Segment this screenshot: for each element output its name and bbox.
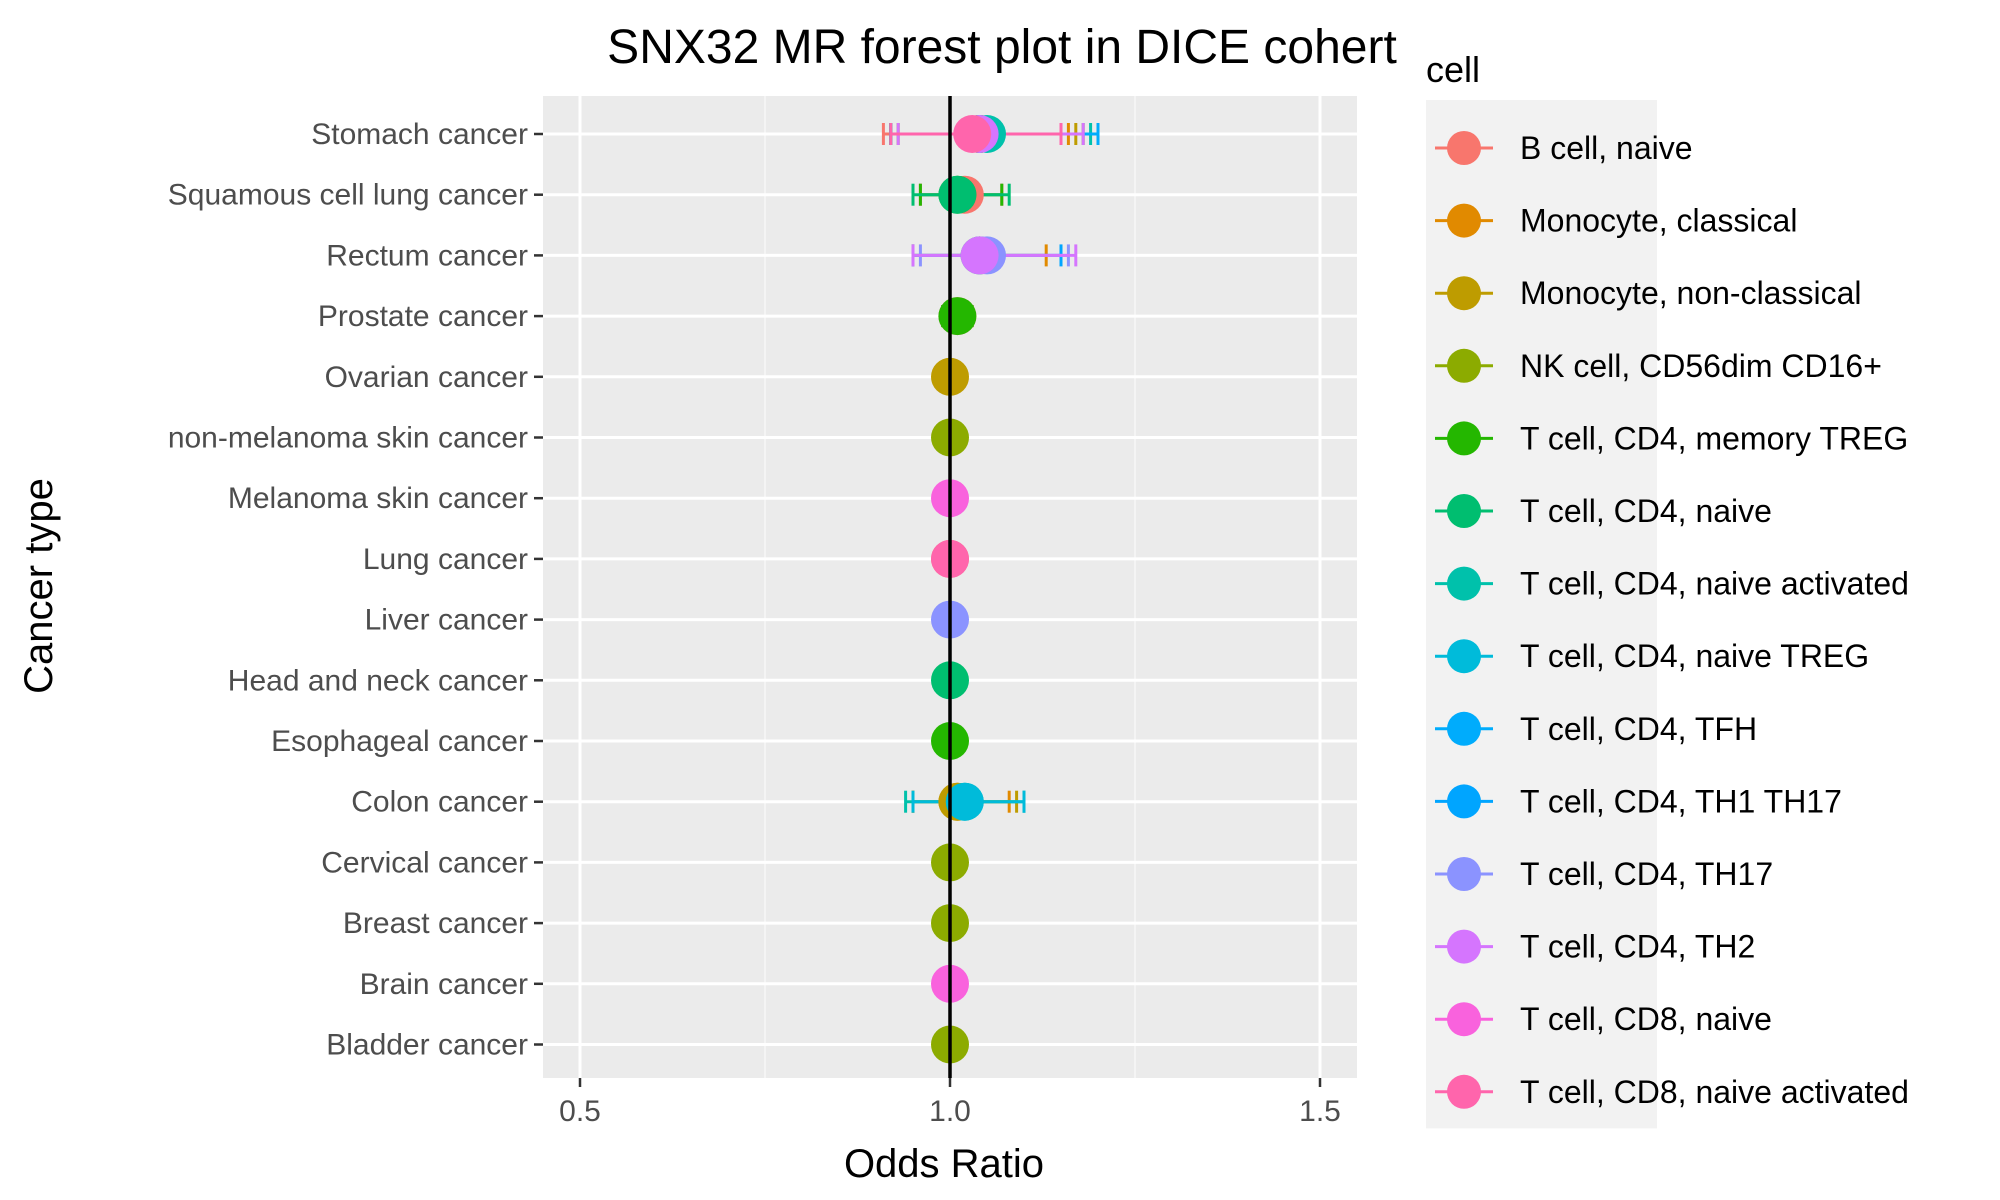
y-tick-label: Stomach cancer (311, 118, 528, 151)
y-tick-label: Bladder cancer (326, 1029, 528, 1062)
y-axis-ticks: Stomach cancer Squamous cell lung cancer R… (168, 118, 543, 1062)
legend-key-point (1447, 929, 1481, 964)
legend-label: T cell, CD8, naive (1520, 1001, 1772, 1037)
legend-label: T cell, CD8, naive activated (1520, 1074, 1909, 1110)
y-tick-label: Cervical cancer (321, 846, 528, 879)
data-point (953, 115, 992, 153)
data-point (960, 236, 999, 275)
chart-title: SNX32 MR forest plot in DICE cohert (607, 21, 1397, 74)
x-tick-label: 0.5 (559, 1095, 601, 1128)
legend-label: B cell, naive (1520, 130, 1693, 166)
legend-key-point (1447, 784, 1481, 819)
data-point (938, 175, 977, 214)
x-axis-title: Odds Ratio (844, 1142, 1044, 1186)
legend-label: T cell, CD4, TH2 (1520, 929, 1755, 965)
data-point (945, 782, 984, 821)
legend-key-point (1447, 639, 1481, 674)
legend-label: Monocyte, non-classical (1520, 275, 1861, 311)
legend-label: T cell, CD4, naive (1520, 493, 1772, 529)
legend-label: T cell, CD4, TH17 (1520, 856, 1773, 892)
legend-label: T cell, CD4, naive TREG (1520, 638, 1869, 674)
x-tick-label: 1.5 (1299, 1095, 1341, 1128)
legend-label: T cell, CD4, naive activated (1520, 566, 1909, 602)
data-point (938, 297, 977, 336)
legend-label: T cell, CD4, memory TREG (1520, 420, 1908, 456)
y-tick-label: Ovarian cancer (325, 361, 528, 394)
legend: cell B cell, naive Monocyte, classical Mon… (1426, 49, 1909, 1129)
legend-key-point (1447, 421, 1481, 456)
legend-key-point (1447, 857, 1481, 891)
y-tick-label: non-melanoma skin cancer (168, 422, 528, 455)
y-tick-label: Lung cancer (363, 543, 528, 576)
legend-key-point (1447, 494, 1481, 528)
y-tick-label: Breast cancer (343, 907, 528, 940)
x-tick-label: 1.0 (929, 1095, 971, 1128)
y-axis-title: Cancer type (17, 478, 61, 694)
y-tick-label: Melanoma skin cancer (228, 482, 528, 515)
legend-label: T cell, CD4, TFH (1520, 711, 1757, 747)
legend-label: T cell, CD4, TH1 TH17 (1520, 783, 1842, 819)
legend-key-point (1447, 1002, 1481, 1037)
legend-key-point (1447, 203, 1481, 238)
y-tick-label: Liver cancer (365, 604, 528, 637)
legend-key-point (1447, 276, 1481, 311)
y-tick-label: Esophageal cancer (271, 725, 528, 758)
y-tick-label: Brain cancer (360, 968, 528, 1001)
legend-key-point (1447, 348, 1481, 383)
data-marks (881, 96, 1100, 1078)
legend-key-point (1447, 711, 1481, 746)
y-tick-label: Prostate cancer (318, 300, 528, 333)
legend-label: NK cell, CD56dim CD16+ (1520, 348, 1882, 384)
legend-key-point (1447, 131, 1481, 165)
legend-key-point (1447, 1074, 1481, 1109)
y-tick-label: Squamous cell lung cancer (168, 179, 528, 212)
y-tick-label: Colon cancer (351, 786, 528, 819)
y-tick-label: Rectum cancer (326, 239, 528, 272)
legend-label: Monocyte, classical (1520, 203, 1797, 239)
legend-title: cell (1426, 49, 1480, 90)
y-tick-label: Head and neck cancer (228, 664, 528, 697)
legend-key-point (1447, 566, 1481, 601)
x-axis-ticks: 0.5 1.0 1.5 (559, 1078, 1341, 1128)
